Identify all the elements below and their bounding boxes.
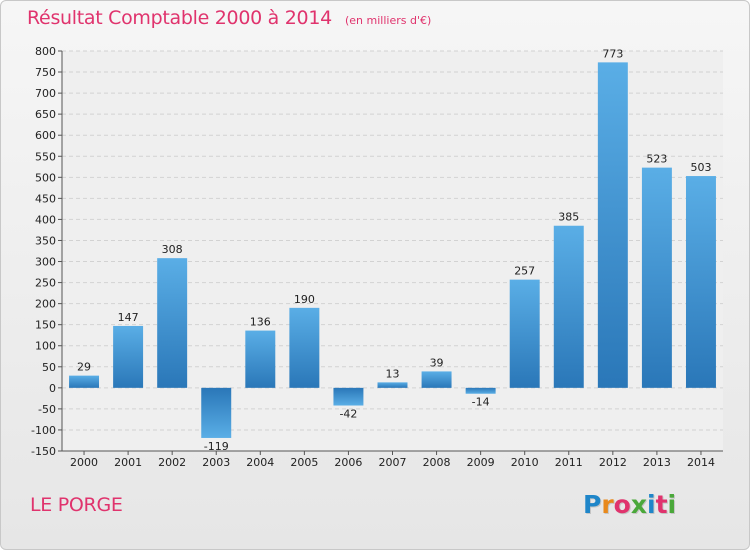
- data-label: 190: [294, 293, 315, 306]
- x-tick-label: 2014: [687, 456, 715, 469]
- y-tick-label: 200: [35, 298, 56, 311]
- bar: [421, 371, 452, 388]
- x-tick-label: 2005: [290, 456, 318, 469]
- x-tick-label: 2011: [555, 456, 583, 469]
- y-tick-label: -50: [38, 403, 56, 416]
- y-tick-label: 300: [35, 256, 56, 269]
- data-label: 13: [386, 367, 400, 380]
- logo-letter: t: [655, 490, 668, 519]
- logo-letter: i: [667, 490, 677, 519]
- bar: [201, 387, 232, 438]
- x-tick-label: 2003: [202, 456, 230, 469]
- x-tick-label: 2002: [158, 456, 186, 469]
- bar: [69, 375, 100, 388]
- bar: [685, 176, 716, 388]
- data-label: 308: [162, 243, 183, 256]
- data-label: -14: [472, 396, 490, 409]
- x-tick-label: 2012: [599, 456, 627, 469]
- chart-title: Résultat Comptable 2000 à 2014: [27, 7, 332, 29]
- y-tick-label: 700: [35, 87, 56, 100]
- y-tick-label: 100: [35, 340, 56, 353]
- y-tick-label: 600: [35, 129, 56, 142]
- logo-letter: P: [583, 490, 602, 519]
- logo-letter: o: [613, 490, 631, 519]
- y-tick-label: 750: [35, 66, 56, 79]
- logo-letter: r: [601, 490, 614, 519]
- data-label: 773: [602, 47, 623, 60]
- x-tick-label: 2004: [246, 456, 274, 469]
- x-tick-label: 2013: [643, 456, 671, 469]
- y-tick-label: 400: [35, 213, 56, 226]
- data-label: 136: [250, 316, 271, 329]
- x-tick-label: 2008: [423, 456, 451, 469]
- data-label: 523: [646, 153, 667, 166]
- town-name: LE PORGE: [30, 494, 123, 516]
- chart-subtitle: (en milliers d'€): [344, 14, 432, 27]
- proxiti-logo[interactable]: Proxiti: [583, 490, 676, 519]
- x-tick-label: 2000: [70, 456, 98, 469]
- data-label: -42: [339, 408, 357, 421]
- y-tick-label: 450: [35, 192, 56, 205]
- y-tick-label: 350: [35, 234, 56, 247]
- bar: [289, 307, 320, 388]
- data-label: 257: [514, 265, 535, 278]
- y-tick-label: -150: [31, 445, 56, 458]
- x-tick-label: 2009: [467, 456, 495, 469]
- y-tick-label: 500: [35, 171, 56, 184]
- logo-letter: i: [647, 490, 656, 519]
- bar: [553, 225, 584, 388]
- x-tick-label: 2007: [379, 456, 407, 469]
- x-tick-label: 2001: [114, 456, 142, 469]
- y-tick-label: 800: [35, 45, 56, 58]
- y-tick-label: 150: [35, 319, 56, 332]
- x-tick-label: 2010: [511, 456, 539, 469]
- bar: [641, 167, 672, 388]
- bar: [509, 279, 540, 388]
- data-label: 385: [558, 211, 579, 224]
- y-tick-label: 50: [42, 361, 56, 374]
- bar: [377, 382, 408, 388]
- x-tick-label: 2006: [334, 456, 362, 469]
- y-tick-label: -100: [31, 424, 56, 437]
- data-label: 29: [77, 361, 91, 374]
- bar: [465, 387, 496, 394]
- bar: [597, 62, 628, 388]
- logo-letter: x: [630, 490, 647, 519]
- bar: [157, 258, 188, 388]
- data-label: 503: [690, 161, 711, 174]
- y-tick-label: 0: [49, 382, 56, 395]
- bar: [113, 325, 144, 388]
- y-tick-label: 250: [35, 277, 56, 290]
- bar: [333, 387, 364, 406]
- title-row: Résultat Comptable 2000 à 2014 (en milli…: [27, 7, 431, 29]
- y-tick-label: 650: [35, 108, 56, 121]
- y-tick-label: 550: [35, 150, 56, 163]
- data-label: 147: [118, 311, 139, 324]
- data-label: 39: [430, 356, 444, 369]
- data-label: -119: [204, 440, 229, 453]
- bar: [245, 330, 276, 388]
